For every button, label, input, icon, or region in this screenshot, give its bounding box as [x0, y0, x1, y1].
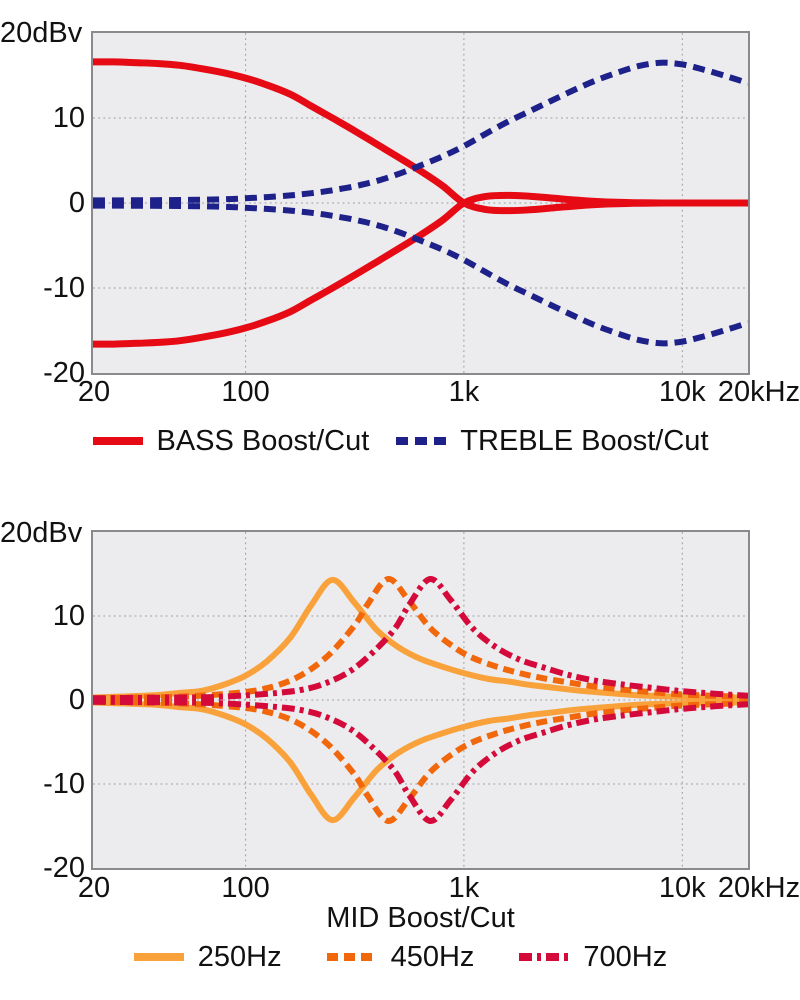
x-tick-label: 100: [221, 376, 270, 408]
legend-swatch-dashdot-icon: [519, 953, 570, 961]
legend-label: 450Hz: [390, 941, 475, 973]
legend-swatch-dashed-icon: [396, 437, 447, 445]
x-tick-label: 10k: [658, 376, 706, 408]
bass-treble-chart: 20dBv 10 0 -10 -20 20 100 1k 10k 20kHz BASS Boo…: [0, 0, 800, 470]
y-tick-label: -10: [43, 272, 85, 304]
x-axis-title: MID Boost/Cut: [326, 902, 515, 934]
x-tick-label: 20kHz: [717, 872, 800, 904]
legend-item-treble: TREBLE Boost/Cut: [395, 425, 709, 457]
y-tick-label: -20: [43, 852, 85, 884]
curve-bass-cut: [93, 191, 748, 348]
curve-treble-boost: [93, 59, 748, 204]
plot-area: [91, 530, 750, 870]
curve-mid-700hz-cut: [93, 698, 748, 824]
y-tick-label: 0: [68, 684, 85, 716]
legend-item-mid-250hz: 250Hz: [133, 941, 282, 973]
legend-label: 700Hz: [583, 941, 668, 973]
plot-area: [91, 31, 750, 375]
chart-legend: 250Hz 450Hz 700Hz: [0, 941, 800, 973]
x-tick-label: 100: [221, 872, 270, 904]
x-tick-label: 1k: [448, 872, 480, 904]
legend-swatch-solid-icon: [92, 437, 143, 445]
curve-treble-cut: [93, 202, 748, 347]
x-tick-label: 1k: [448, 376, 480, 408]
y-axis-unit-label: 20dBv: [0, 517, 83, 549]
curve-mid-450hz-cut: [93, 698, 748, 824]
plot-canvas: [93, 532, 748, 868]
mid-chart: 20dBv 10 0 -10 -20 20 100 1k 10k 20kHz MID Boos…: [0, 499, 800, 1000]
chart-legend: BASS Boost/Cut TREBLE Boost/Cut: [0, 425, 800, 457]
plot-canvas: [93, 33, 748, 373]
y-tick-label: -10: [43, 768, 85, 800]
legend-label: TREBLE Boost/Cut: [460, 425, 709, 457]
y-tick-label: -20: [43, 357, 85, 389]
x-tick-label: 20: [77, 376, 111, 408]
legend-swatch-dashed-icon: [326, 953, 377, 961]
curve-mid-450hz-boost: [93, 576, 748, 702]
y-tick-label: 0: [68, 187, 85, 219]
legend-label: BASS Boost/Cut: [156, 425, 370, 457]
y-tick-label: 10: [52, 102, 85, 134]
legend-item-mid-450hz: 450Hz: [326, 941, 475, 973]
y-axis-unit-label: 20dBv: [0, 17, 83, 49]
y-tick-label: 10: [52, 600, 85, 632]
curve-bass-boost: [93, 58, 748, 215]
x-tick-label: 20kHz: [717, 376, 800, 408]
curve-mid-700hz-boost: [93, 576, 748, 702]
x-tick-label: 20: [77, 872, 111, 904]
legend-item-bass: BASS Boost/Cut: [92, 425, 370, 457]
legend-item-mid-700hz: 700Hz: [518, 941, 667, 973]
legend-swatch-solid-icon: [133, 953, 184, 961]
x-tick-label: 10k: [658, 872, 706, 904]
curve-mid-250hz-boost: [93, 576, 748, 701]
curve-mid-250hz-cut: [93, 699, 748, 824]
legend-label: 250Hz: [197, 941, 282, 973]
